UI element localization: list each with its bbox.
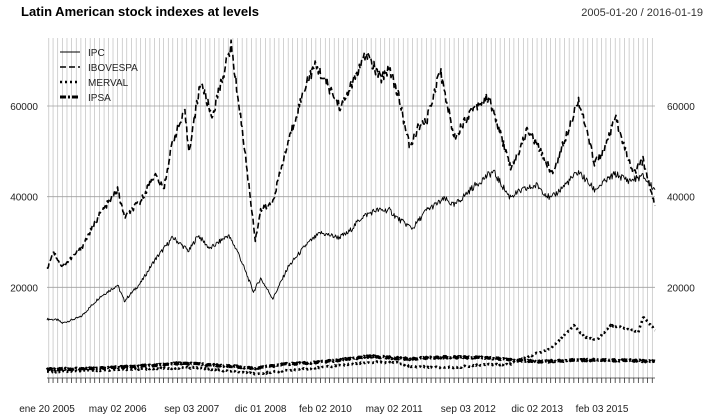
- x-tick-label: sep 03 2012: [441, 404, 496, 415]
- series-lines: [45, 39, 656, 376]
- grid: [47, 38, 655, 378]
- x-tick-label: may 02 2006: [89, 404, 147, 415]
- x-tick-label: feb 02 2010: [299, 404, 352, 415]
- y-tick-label-right: 60000: [667, 102, 695, 113]
- y-tick-label-left: 60000: [10, 102, 38, 113]
- axes: 20000 20000 40000 40000 60000 60000 ene 20 200…: [10, 102, 695, 415]
- legend: IPC IBOVESPA MERVAL IPSA: [60, 48, 138, 104]
- x-tick-label: may 02 2011: [366, 404, 424, 415]
- series-line-ipsa: [45, 354, 656, 372]
- x-tick-label: sep 03 2007: [164, 404, 219, 415]
- x-tick-label: feb 03 2015: [576, 404, 629, 415]
- x-tick-label: dic 01 2008: [235, 404, 287, 415]
- x-tick-label: ene 20 2005: [19, 404, 75, 415]
- legend-label-ibovespa: IBOVESPA: [88, 63, 138, 74]
- series-line-ipc: [46, 169, 656, 324]
- y-tick-label-left: 20000: [10, 283, 38, 294]
- legend-label-merval: MERVAL: [88, 78, 129, 89]
- legend-label-ipsa: IPSA: [88, 93, 111, 104]
- legend-label-ipc: IPC: [88, 48, 105, 59]
- date-range-label: 2005-01-20 / 2016-01-19: [581, 7, 703, 19]
- y-tick-label-left: 40000: [10, 193, 38, 204]
- y-tick-label-right: 40000: [667, 193, 695, 204]
- y-tick-label-right: 20000: [667, 283, 695, 294]
- chart-title: Latin American stock indexes at levels: [21, 4, 259, 19]
- x-tick-label: dic 02 2013: [511, 404, 563, 415]
- series-line-ibovespa: [46, 39, 656, 269]
